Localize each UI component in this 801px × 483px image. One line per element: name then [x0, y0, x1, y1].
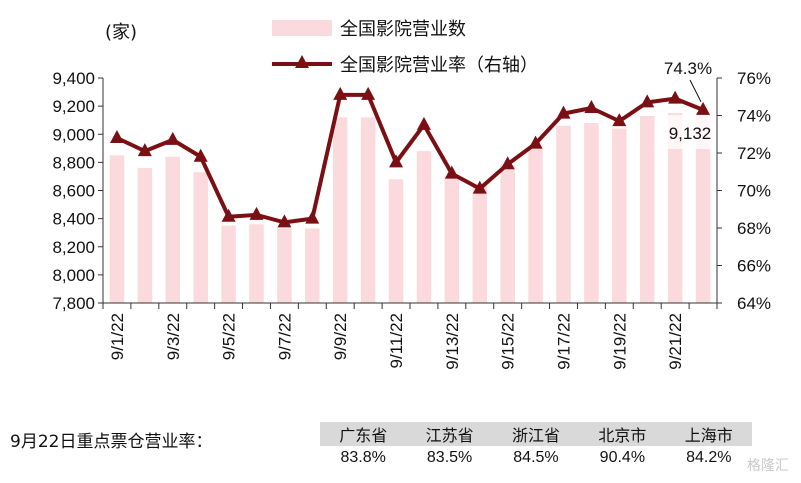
- rate-point: [640, 94, 655, 108]
- bar: [612, 128, 627, 303]
- y-right-tick-label: 64%: [737, 294, 771, 313]
- x-tick-label: 9/21/22: [666, 313, 685, 370]
- legend-bar-label: 全国影院营业数: [340, 19, 466, 40]
- left-axis-unit-label: (家): [105, 22, 137, 43]
- y-left-tick-label: 7,800: [52, 294, 95, 313]
- bar: [360, 117, 376, 303]
- rate-point: [305, 210, 320, 224]
- x-tick-label: 9/1/22: [108, 313, 127, 360]
- y-left-tick-label: 8,400: [52, 210, 95, 229]
- province-header: 浙江省: [492, 422, 580, 446]
- bar: [221, 225, 236, 303]
- province-value-row: 83.8% 83.5% 84.5% 90.4% 84.2%: [320, 446, 752, 470]
- bar: [556, 125, 571, 303]
- x-tick-label: 9/15/22: [499, 313, 518, 370]
- rate-point: [584, 100, 599, 113]
- y-right-tick-label: 70%: [737, 182, 771, 201]
- bar: [500, 165, 515, 303]
- x-tick-label: 9/19/22: [610, 313, 629, 370]
- y-left-tick-label: 9,200: [52, 97, 95, 116]
- rate-point: [361, 86, 376, 100]
- bar: [109, 155, 125, 303]
- province-rate-value: 84.2%: [686, 449, 732, 466]
- last-count-label: 9,132: [669, 124, 712, 143]
- bar: [193, 172, 208, 303]
- last-rate-label: 74.3%: [664, 59, 712, 78]
- rate-point: [416, 116, 431, 130]
- bar: [249, 224, 264, 303]
- x-tick-label: 9/7/22: [275, 313, 294, 360]
- x-tick-label: 9/13/22: [443, 313, 462, 370]
- bar: [667, 113, 683, 303]
- bar: [444, 176, 460, 303]
- rate-point: [472, 180, 487, 194]
- chart-canvas: (家) 全国影院营业数 全国影院营业率（右轴） 7,800 8,000 8,200 8…: [52, 19, 771, 370]
- legend: 全国影院营业数 全国影院营业率（右轴）: [272, 19, 538, 76]
- y-left-tick-label: 8,200: [52, 238, 95, 257]
- legend-line-marker: [295, 55, 309, 68]
- rate-point: [612, 113, 627, 127]
- rate-point: [249, 206, 264, 220]
- province-header: 上海市: [665, 422, 752, 446]
- province-rate-value: 83.8%: [340, 449, 386, 466]
- y-right-tick-label: 68%: [737, 219, 771, 238]
- rate-point: [389, 154, 404, 168]
- last-rate-leader: [689, 79, 702, 103]
- rate-point: [444, 165, 459, 179]
- province-header: 广东省: [320, 422, 407, 446]
- bar: [416, 151, 432, 303]
- bar: [388, 179, 404, 303]
- watermark-logo: 格隆汇: [747, 458, 789, 474]
- legend-line-label: 全国影院营业率（右轴）: [340, 55, 538, 76]
- rate-point: [556, 105, 571, 119]
- bar: [528, 148, 543, 303]
- y-left-tick-label: 9,400: [52, 69, 95, 88]
- province-header-row: 广东省 江苏省 浙江省 北京市 上海市: [320, 422, 752, 446]
- rate-point: [193, 148, 208, 162]
- bar: [472, 184, 488, 303]
- province-rate-value: 84.5%: [513, 449, 559, 466]
- province-rate-table: 广东省 江苏省 浙江省 北京市 上海市 83.8% 83.5% 84.5% 90.4% 84.2…: [320, 422, 752, 470]
- footer-title: 9月22日重点票仓营业率：: [10, 432, 213, 452]
- plot-area: 7,800 8,000 8,200 8,400 8,600 8,800 9,000 9,200…: [52, 59, 771, 370]
- rate-point: [137, 143, 152, 157]
- rate-point: [696, 101, 711, 115]
- rate-point: [221, 208, 236, 222]
- rate-line: [116, 92, 704, 225]
- x-tick-label: 9/11/22: [387, 313, 406, 368]
- y-right-tick-label: 76%: [737, 69, 771, 88]
- province-header: 江苏省: [406, 422, 493, 446]
- rate-point: [668, 90, 683, 104]
- x-tick-label: 9/5/22: [220, 313, 239, 360]
- bar: [137, 168, 153, 303]
- y-left-tick-label: 8,000: [52, 266, 95, 285]
- x-tick-label: 9/17/22: [555, 313, 574, 370]
- bar: [695, 115, 711, 303]
- rate-point: [500, 156, 515, 170]
- bar: [584, 123, 599, 303]
- province-header: 北京市: [579, 422, 666, 446]
- bar: [305, 228, 320, 303]
- legend-bar-swatch: [272, 20, 332, 36]
- rate-point: [109, 130, 124, 143]
- rate-point: [333, 86, 348, 100]
- bar: [165, 156, 181, 303]
- y-right-tick-label: 74%: [737, 107, 771, 126]
- province-rate-value: 90.4%: [599, 449, 646, 466]
- last-count-label-bg: [661, 115, 716, 149]
- province-rate-value: 83.5%: [426, 449, 473, 466]
- bar: [277, 228, 292, 303]
- rate-point: [528, 135, 543, 149]
- x-tick-label: 9/9/22: [331, 313, 350, 360]
- rate-point: [277, 214, 292, 228]
- y-right-tick-label: 66%: [737, 257, 771, 276]
- rate-point: [165, 131, 180, 145]
- bar: [639, 115, 655, 303]
- x-tick-label: 9/3/22: [164, 313, 183, 360]
- y-left-tick-label: 8,800: [52, 153, 95, 172]
- y-left-tick-label: 8,600: [52, 182, 95, 201]
- bar: [332, 117, 348, 303]
- y-right-tick-label: 72%: [737, 144, 771, 163]
- y-left-tick-label: 9,000: [52, 125, 95, 144]
